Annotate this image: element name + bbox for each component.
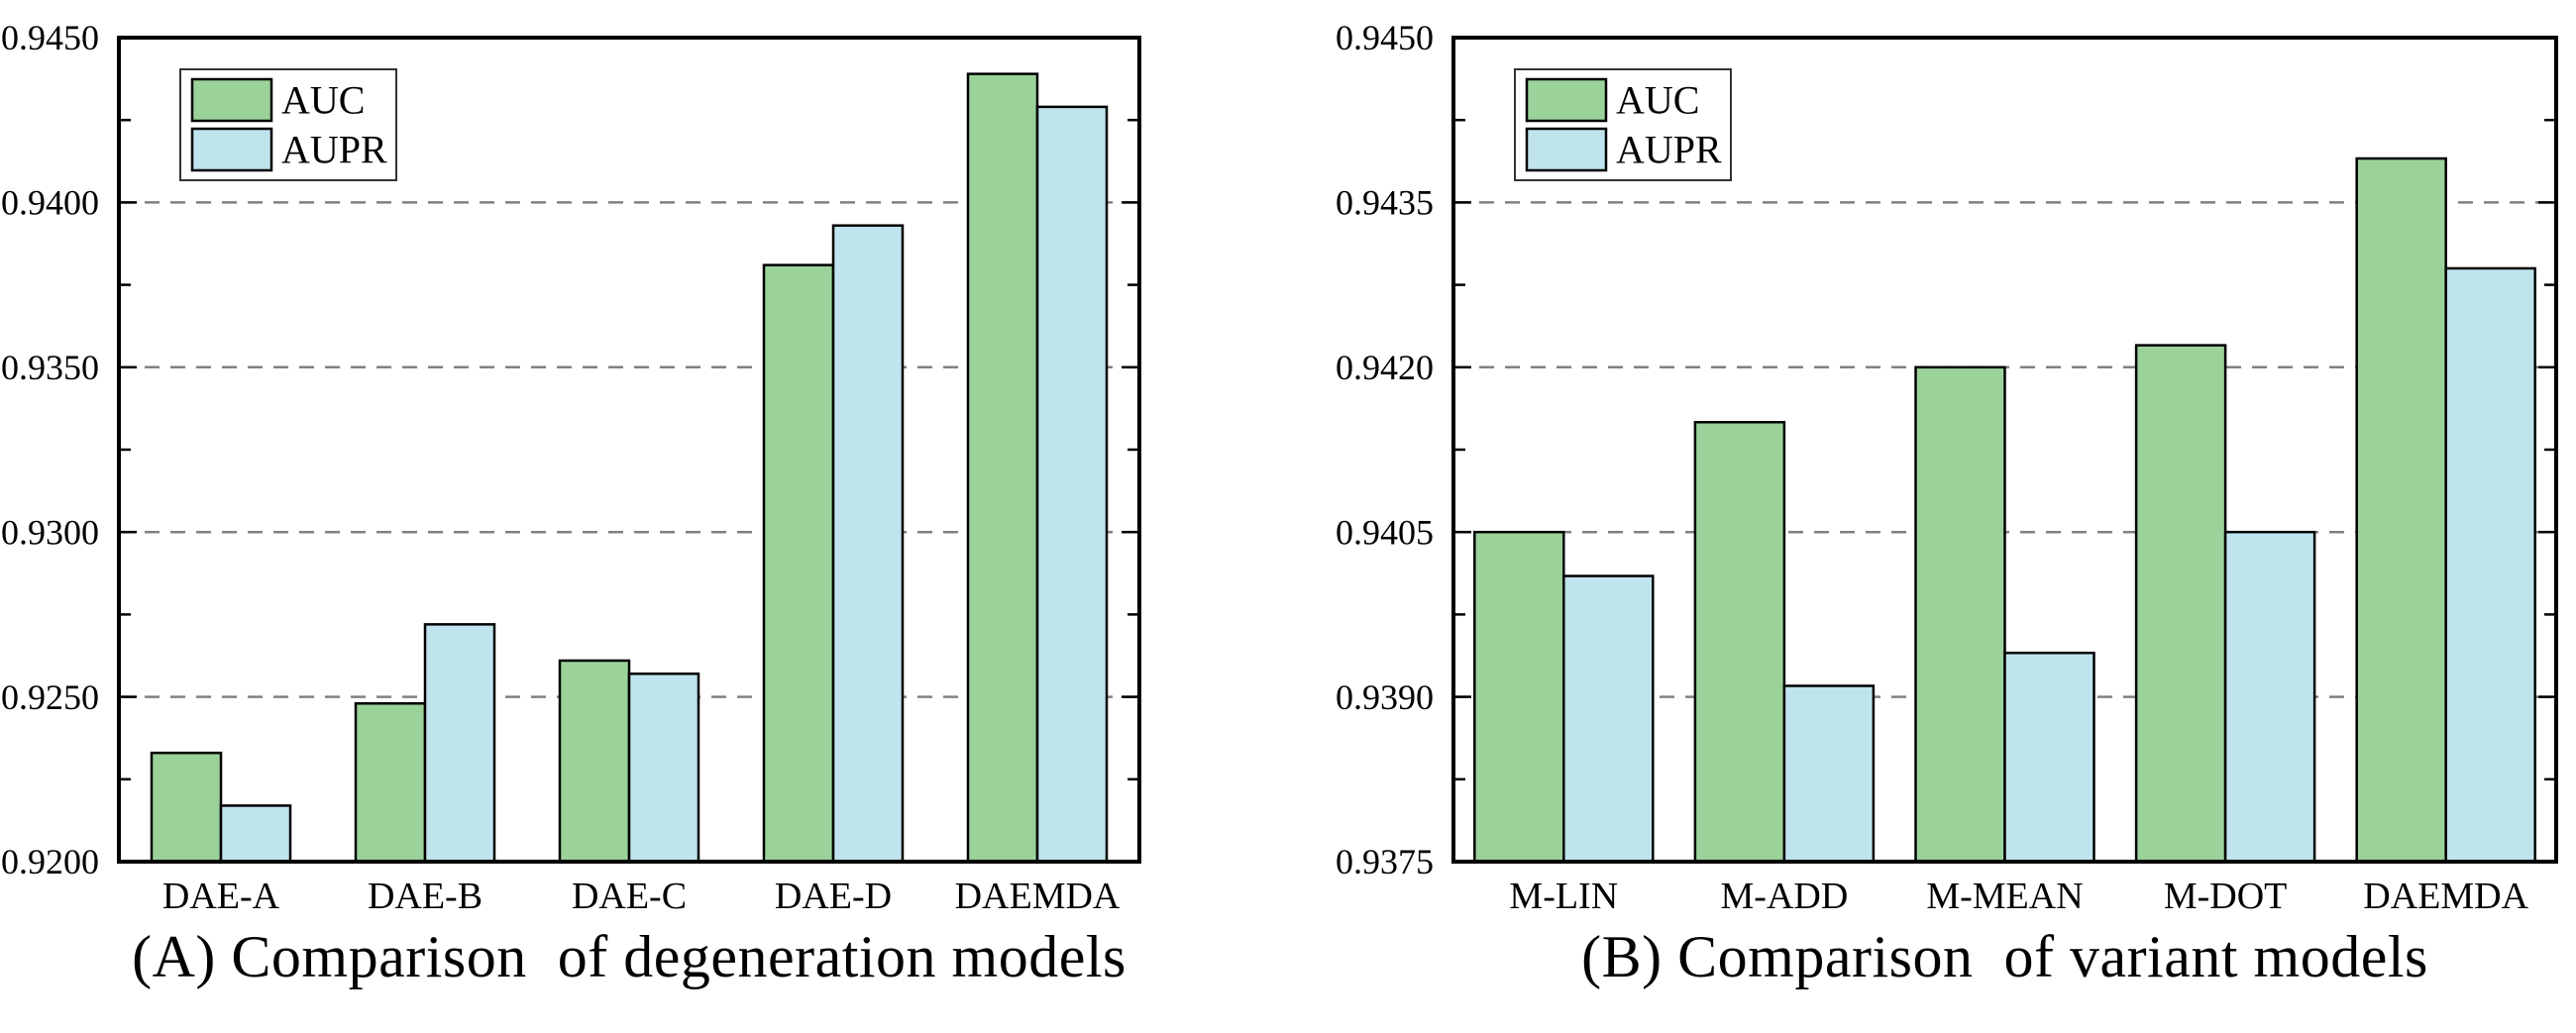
- bar-aupr-dae-a: [219, 804, 292, 864]
- legend-swatch-auc: [190, 77, 273, 123]
- bar-aupr-m-lin: [1562, 574, 1655, 864]
- bar-auc-m-mean: [1914, 365, 2006, 864]
- y-tick-label-0.9350: 0.9350: [1, 348, 99, 387]
- legend-label-aupr: AUPR: [281, 128, 387, 172]
- bar-auc-daemda: [2355, 156, 2447, 864]
- bar-auc-dae-d: [762, 263, 835, 864]
- chart-a-canvas: DAE-A DAE-B DAE-C DAE-D DAEMDA 0.9200 0.9250 0.…: [1, 18, 1141, 917]
- x-category-label-dae-d: DAE-D: [775, 876, 892, 917]
- x-category-label-dae-b: DAE-B: [368, 876, 483, 917]
- y-tick-label-0.9435: 0.9435: [1336, 183, 1434, 223]
- x-category-label-daemda: DAEMDA: [955, 876, 1121, 917]
- bar-aupr-m-add: [1782, 684, 1876, 864]
- bar-auc-dae-a: [150, 751, 223, 864]
- legend-label-auc: AUC: [281, 78, 365, 123]
- bar-auc-dae-c: [558, 659, 631, 864]
- x-category-label-m-lin: M-LIN: [1509, 876, 1618, 917]
- bar-aupr-m-dot: [2223, 530, 2316, 864]
- y-tick-label-0.9200: 0.9200: [1, 842, 99, 881]
- chart-panel-a: DAE-A DAE-B DAE-C DAE-D DAEMDA 0.9200 0.9250 0.…: [1, 18, 1141, 989]
- chart-b-canvas: M-LIN M-ADD M-MEAN M-DOT DAEMDA 0.9375 0.9390 0…: [1336, 18, 2558, 917]
- y-tick-label-0.9250: 0.9250: [1, 677, 99, 717]
- y-tick-label-0.9420: 0.9420: [1336, 348, 1434, 387]
- legend-swatch-aupr: [190, 127, 273, 172]
- x-category-label-dae-c: DAE-C: [572, 876, 687, 917]
- y-tick-label-0.9390: 0.9390: [1336, 677, 1434, 717]
- bar-auc-dae-b: [354, 702, 427, 864]
- bar-auc-m-lin: [1473, 530, 1565, 864]
- legend-swatch-aupr: [1525, 127, 1608, 172]
- plot-border: [1451, 36, 2558, 864]
- bar-aupr-daemda: [1035, 105, 1109, 864]
- legend-label-auc: AUC: [1616, 78, 1699, 123]
- caption-a: (A) Comparison of degeneration models: [132, 924, 1127, 989]
- bar-aupr-dae-c: [627, 672, 700, 864]
- x-category-label-daemda: DAEMDA: [2363, 876, 2528, 917]
- bar-aupr-daemda: [2444, 266, 2536, 864]
- chart-panel-b: M-LIN M-ADD M-MEAN M-DOT DAEMDA 0.9375 0.9390 0…: [1288, 0, 2576, 1033]
- y-tick-label-0.9405: 0.9405: [1336, 512, 1434, 552]
- x-category-label-dae-a: DAE-A: [162, 876, 280, 917]
- y-tick-label-0.9300: 0.9300: [1, 512, 99, 552]
- bar-aupr-dae-b: [423, 623, 496, 864]
- bar-aupr-dae-d: [831, 224, 905, 864]
- legend-label-aupr: AUPR: [1616, 128, 1722, 172]
- bar-auc-m-add: [1693, 421, 1786, 864]
- plot-border: [117, 36, 1141, 864]
- y-tick-label-0.9375: 0.9375: [1336, 842, 1434, 881]
- y-tick-label-0.9400: 0.9400: [1, 183, 99, 223]
- y-tick-label-0.9450: 0.9450: [1336, 18, 1434, 57]
- bar-aupr-m-mean: [2003, 651, 2095, 864]
- x-category-label-m-mean: M-MEAN: [1926, 876, 2083, 917]
- caption-b: (B) Comparison of variant models: [1581, 924, 2428, 989]
- x-category-label-m-add: M-ADD: [1721, 876, 1849, 917]
- bar-auc-daemda: [966, 72, 1039, 864]
- legend-swatch-auc: [1525, 77, 1608, 123]
- bar-auc-m-dot: [2134, 344, 2227, 864]
- y-tick-label-0.9450: 0.9450: [1, 18, 99, 57]
- x-category-label-m-dot: M-DOT: [2164, 876, 2288, 917]
